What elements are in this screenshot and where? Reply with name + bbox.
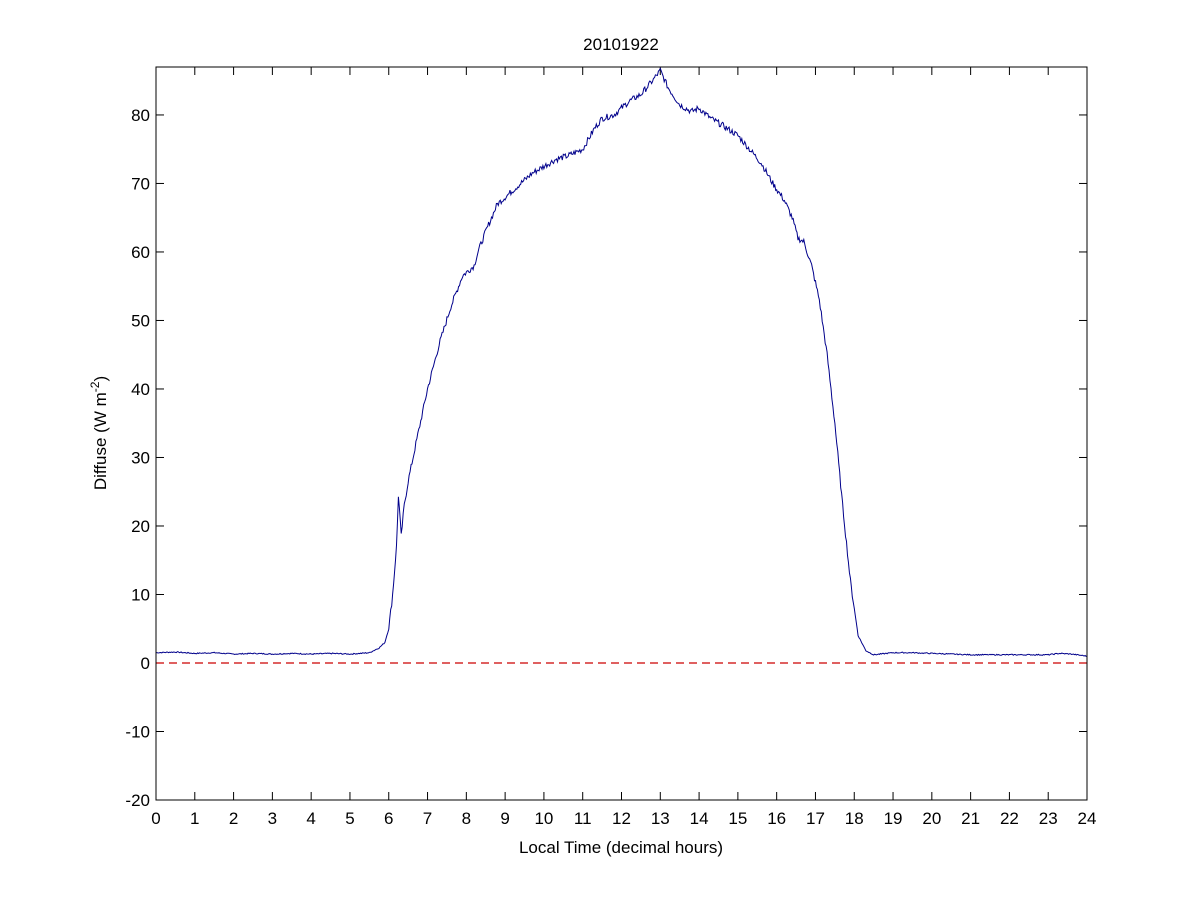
y-tick-label: 20 [131, 517, 150, 536]
x-tick-label: 4 [306, 809, 315, 828]
x-tick-label: 0 [151, 809, 160, 828]
y-tick-label: -10 [125, 722, 150, 741]
x-tick-label: 9 [500, 809, 509, 828]
plot-background [156, 67, 1087, 800]
y-tick-label: 40 [131, 380, 150, 399]
x-tick-label: 18 [845, 809, 864, 828]
x-tick-label: 10 [534, 809, 553, 828]
y-tick-label: 80 [131, 106, 150, 125]
x-tick-label: 2 [229, 809, 238, 828]
y-tick-label: 0 [141, 654, 150, 673]
x-tick-label: 14 [690, 809, 709, 828]
y-tick-label: 60 [131, 243, 150, 262]
x-axis-ticks: 0 1 2 3 4 5 6 7 8 9 10 11 12 13 14 15 16 17 18 19 20 21 22 23 24 [151, 67, 1096, 828]
y-axis-label-main: Diffuse (W m [91, 392, 110, 490]
y-axis-ticks: -20 -10 0 10 20 30 40 50 60 70 80 [125, 106, 1087, 810]
y-axis-label-superscript: -2 [88, 381, 102, 392]
x-tick-label: 13 [651, 809, 670, 828]
y-tick-label: 50 [131, 311, 150, 330]
y-tick-label: 10 [131, 585, 150, 604]
y-axis-label: Diffuse (W m-2) [88, 376, 110, 490]
x-tick-label: 6 [384, 809, 393, 828]
x-tick-label: 21 [961, 809, 980, 828]
x-tick-label: 22 [1000, 809, 1019, 828]
x-tick-label: 1 [190, 809, 199, 828]
y-axis-label-close: ) [91, 376, 110, 382]
y-tick-label: -20 [125, 791, 150, 810]
x-tick-label: 24 [1078, 809, 1097, 828]
x-tick-label: 12 [612, 809, 631, 828]
x-tick-label: 19 [884, 809, 903, 828]
x-tick-label: 3 [268, 809, 277, 828]
x-tick-label: 7 [423, 809, 432, 828]
x-tick-label: 11 [574, 809, 592, 828]
x-tick-label: 17 [806, 809, 825, 828]
diffuse-series-line [155, 67, 1088, 657]
x-tick-label: 23 [1039, 809, 1058, 828]
y-tick-label: 30 [131, 448, 150, 467]
y-tick-label: 70 [131, 174, 150, 193]
chart-title: 20101922 [583, 35, 659, 54]
x-tick-label: 15 [728, 809, 747, 828]
x-tick-label: 16 [767, 809, 786, 828]
x-tick-label: 5 [345, 809, 354, 828]
plot-frame [155, 66, 1088, 801]
x-tick-label: 20 [922, 809, 941, 828]
x-tick-label: 8 [462, 809, 471, 828]
x-axis-label: Local Time (decimal hours) [519, 838, 723, 857]
